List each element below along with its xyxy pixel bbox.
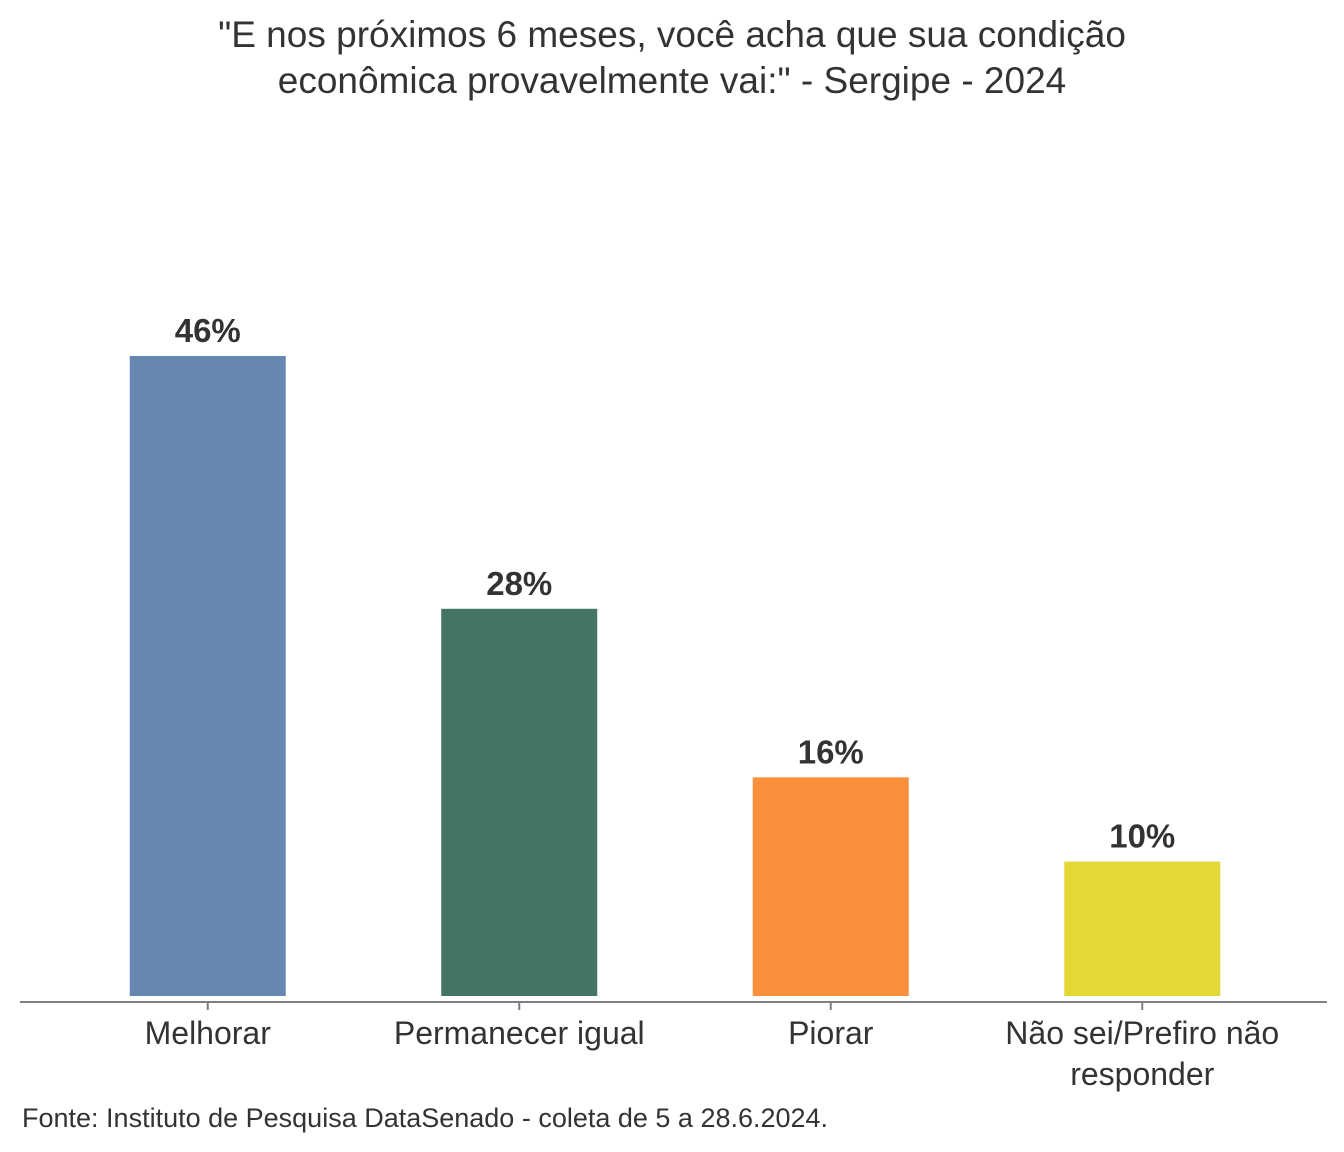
category-label-1: Permanecer igual: [394, 1015, 645, 1051]
value-label-2: 16%: [798, 733, 864, 770]
value-label-3: 10%: [1109, 818, 1175, 855]
source-note: Fonte: Instituto de Pesquisa DataSenado …: [22, 1103, 829, 1133]
chart-title-line-1: "E nos próximos 6 meses, você acha que s…: [218, 14, 1126, 55]
category-label-2: Piorar: [788, 1015, 874, 1051]
chart-title-line-2: econômica provavelmente vai:" - Sergipe …: [277, 60, 1067, 101]
bar-3: [1064, 861, 1221, 996]
chart-title: "E nos próximos 6 meses, você acha que s…: [0, 12, 1344, 104]
value-label-0: 46%: [175, 312, 241, 349]
bar-1: [441, 608, 598, 996]
bar-0: [129, 356, 286, 996]
category-label-3-line-1: responder: [1070, 1056, 1214, 1092]
bar-2: [752, 777, 909, 996]
value-label-1: 28%: [486, 565, 552, 602]
category-label-0: Melhorar: [145, 1015, 272, 1051]
category-label-3-line-0: Não sei/Prefiro não: [1005, 1015, 1279, 1051]
